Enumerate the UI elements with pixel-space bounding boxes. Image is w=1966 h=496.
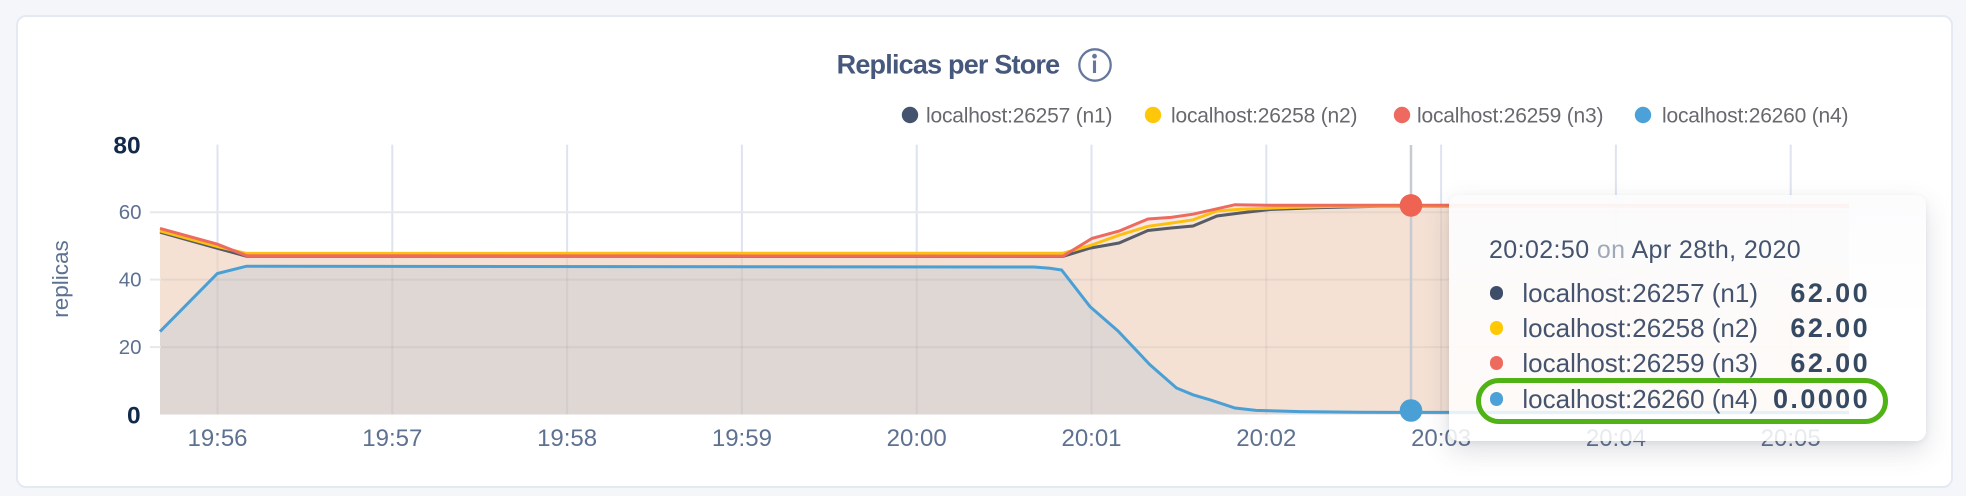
svg-text:20:01: 20:01 xyxy=(1061,425,1121,452)
svg-text:Replicas per Store: Replicas per Store xyxy=(837,50,1060,80)
svg-text:20:02: 20:02 xyxy=(1236,425,1296,452)
svg-text:localhost:26258 (n2): localhost:26258 (n2) xyxy=(1171,105,1357,128)
svg-text:80: 80 xyxy=(113,133,140,160)
svg-text:60: 60 xyxy=(119,201,142,224)
svg-text:20: 20 xyxy=(119,336,142,359)
svg-text:19:58: 19:58 xyxy=(537,425,597,452)
svg-text:replicas: replicas xyxy=(48,240,73,318)
svg-text:19:59: 19:59 xyxy=(712,425,772,452)
svg-text:20:00: 20:00 xyxy=(887,425,947,452)
svg-text:0: 0 xyxy=(127,403,141,430)
svg-text:localhost:26260 (n4): localhost:26260 (n4) xyxy=(1662,105,1848,128)
svg-text:40: 40 xyxy=(119,268,142,291)
svg-text:19:57: 19:57 xyxy=(362,425,422,452)
svg-text:localhost:26257 (n1): localhost:26257 (n1) xyxy=(926,105,1112,128)
svg-text:localhost:26259 (n3): localhost:26259 (n3) xyxy=(1417,105,1603,128)
svg-text:19:56: 19:56 xyxy=(187,425,247,452)
